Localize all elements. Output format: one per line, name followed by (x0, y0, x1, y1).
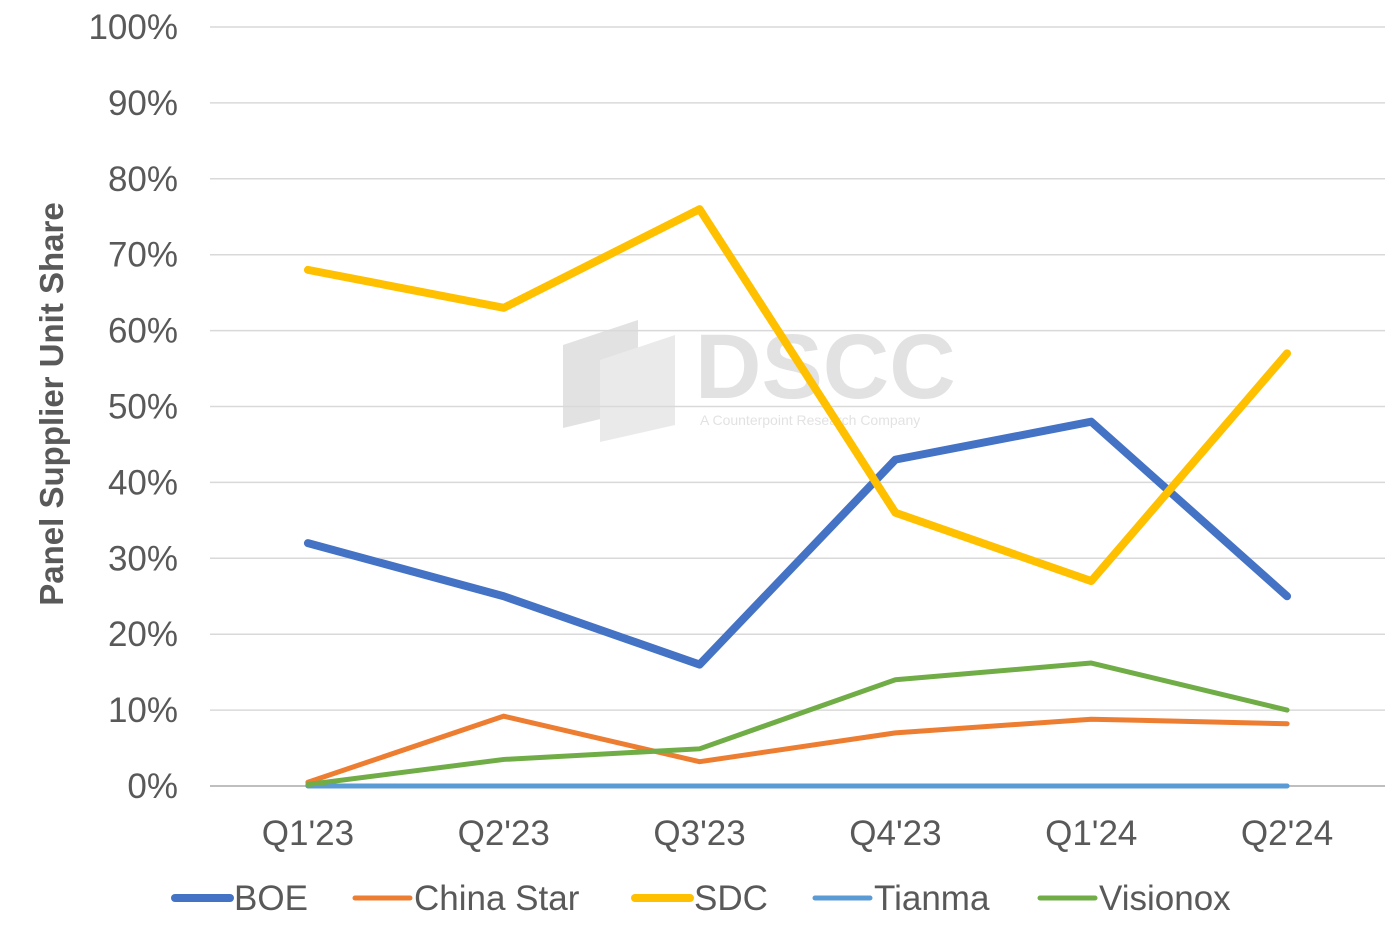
y-tick-label: 70% (108, 236, 178, 275)
y-axis-label: Panel Supplier Unit Share (33, 202, 70, 605)
legend-label: BOE (234, 879, 308, 918)
y-tick-label: 0% (127, 767, 178, 806)
legend-label: Visionox (1099, 879, 1231, 918)
watermark-tagline: A Counterpoint Research Company (700, 412, 920, 428)
y-axis: 0% 10% 20% 30% 40% 50% 60% 70% 80% 90% 100% (88, 8, 178, 806)
legend-label: SDC (694, 879, 768, 918)
y-tick-label: 60% (108, 312, 178, 351)
x-tick-label: Q1'24 (1045, 814, 1137, 853)
legend-label: Tianma (874, 879, 990, 918)
x-tick-label: Q2'24 (1241, 814, 1333, 853)
legend: BOE China Star SDC Tianma Visionox (171, 879, 1231, 918)
series-lines (303, 205, 1292, 789)
x-tick-label: Q3'23 (653, 814, 745, 853)
y-tick-label: 10% (108, 691, 178, 730)
dscc-watermark: DSCC A Counterpoint Research Company (563, 316, 956, 442)
y-tick-label: 50% (108, 388, 178, 427)
x-axis: Q1'23 Q2'23 Q3'23 Q4'23 Q1'24 Q2'24 (262, 814, 1333, 853)
y-tick-label: 30% (108, 539, 178, 578)
y-tick-label: 100% (88, 8, 178, 47)
legend-item-china-star: China Star (352, 879, 580, 918)
y-tick-label: 40% (108, 463, 178, 502)
series-line-sdc (303, 205, 1292, 586)
legend-item-visionox: Visionox (1037, 879, 1231, 918)
series-line-visionox (305, 660, 1290, 787)
legend-label: China Star (414, 879, 580, 918)
legend-item-sdc: SDC (631, 879, 768, 918)
x-tick-label: Q4'23 (849, 814, 941, 853)
legend-item-boe: BOE (171, 879, 308, 918)
legend-item-tianma: Tianma (812, 879, 990, 918)
dscc-logo-mark-front (600, 335, 675, 442)
x-tick-label: Q1'23 (262, 814, 354, 853)
x-tick-label: Q2'23 (458, 814, 550, 853)
series-line-china-star (305, 713, 1290, 785)
grid-lines (210, 26, 1385, 787)
y-tick-label: 20% (108, 615, 178, 654)
y-tick-label: 90% (108, 84, 178, 123)
series-line-boe (303, 417, 1292, 669)
y-tick-label: 80% (108, 160, 178, 199)
